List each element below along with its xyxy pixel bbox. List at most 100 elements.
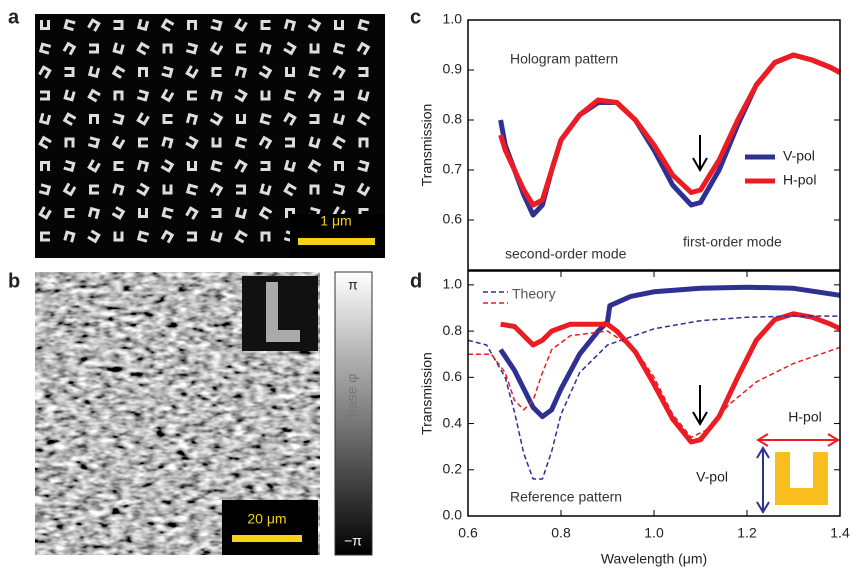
nano-antenna [234, 88, 248, 103]
x-tick-label: 1.0 [644, 525, 664, 541]
nano-antenna [285, 137, 295, 148]
nano-antenna [334, 161, 344, 171]
nano-antenna [234, 136, 248, 149]
scale-box [222, 500, 318, 555]
nano-antenna [111, 206, 126, 220]
nano-antenna [357, 159, 370, 173]
arrow [692, 385, 708, 426]
nano-antenna [161, 65, 174, 79]
nano-antenna [332, 112, 346, 126]
nano-antenna [62, 41, 77, 56]
nano-antenna [236, 114, 246, 124]
nano-antenna [209, 112, 224, 126]
nano-antenna [38, 206, 52, 220]
annotation: second-order mode [505, 246, 627, 262]
nano-antenna [283, 41, 297, 56]
nano-antenna [87, 229, 101, 244]
nano-antenna [89, 184, 99, 195]
nano-antenna [209, 41, 224, 56]
nano-antenna [136, 159, 150, 173]
nano-antenna [136, 18, 150, 32]
x-tick-label: 1.2 [737, 525, 757, 541]
nano-antenna [112, 183, 125, 196]
nano-antenna [258, 135, 273, 150]
nano-antenna [89, 43, 99, 54]
nano-antenna [258, 206, 273, 220]
nano-antenna [334, 90, 344, 101]
nano-antenna [236, 43, 246, 54]
nano-antenna [283, 159, 297, 173]
arrow [692, 135, 708, 172]
y-tick-label: 0.9 [443, 61, 463, 77]
nano-antenna [283, 182, 297, 197]
nano-antenna [160, 159, 175, 173]
nano-antenna [309, 184, 320, 195]
nano-antenna [112, 112, 125, 126]
nano-antenna [259, 42, 272, 55]
nano-antenna [40, 231, 50, 242]
nano-antenna [332, 135, 346, 150]
x-axis-label: Wavelength (μm) [601, 551, 707, 567]
nano-antenna [211, 137, 222, 148]
nano-antenna [283, 112, 297, 126]
nano-antenna [87, 206, 101, 220]
nano-antenna [356, 112, 371, 126]
series-line [468, 330, 841, 439]
nano-antenna [138, 208, 148, 218]
nano-antenna [309, 43, 320, 54]
panel-label: d [410, 270, 422, 292]
y-tick-label: 0.6 [443, 211, 463, 227]
nano-antenna [211, 67, 222, 77]
nano-antenna [185, 112, 199, 126]
nano-antenna [63, 230, 76, 243]
nano-antenna [160, 88, 175, 103]
x-tick-label: 0.8 [551, 525, 571, 541]
series-line [498, 284, 841, 420]
plot-frame [467, 19, 841, 271]
x-tick-label: 0.6 [458, 525, 478, 541]
nano-antenna [187, 161, 197, 171]
y-tick-label: 1.0 [443, 11, 463, 27]
nano-antenna [160, 229, 175, 244]
nano-antenna [89, 114, 99, 124]
nano-antenna [258, 65, 273, 79]
nano-antenna [210, 18, 223, 32]
colorbar-max: π [348, 277, 358, 293]
nano-antenna [136, 112, 150, 126]
nano-antenna [162, 114, 173, 124]
nano-antenna [283, 18, 297, 32]
panel-label: b [8, 270, 20, 292]
polarization-label: H-pol [788, 409, 821, 425]
y-tick-label: 0.7 [443, 161, 463, 177]
colorbar [334, 271, 373, 556]
nano-antenna [136, 41, 150, 56]
scale-bar [298, 238, 375, 245]
nano-antenna [64, 137, 75, 148]
nano-antenna [138, 137, 148, 148]
nano-antenna [162, 43, 173, 54]
series-line [498, 52, 842, 218]
nano-antenna [38, 183, 52, 196]
nano-antenna [62, 112, 77, 126]
nano-antenna [113, 90, 124, 101]
nano-antenna [210, 159, 223, 173]
nano-antenna [138, 67, 148, 77]
nano-antenna [113, 20, 124, 30]
nano-antenna [307, 159, 322, 173]
nano-antenna [234, 159, 248, 173]
nano-antenna [40, 90, 50, 101]
nano-antenna [358, 67, 369, 77]
nano-antenna [307, 88, 322, 103]
nano-antenna [187, 90, 197, 101]
annotation: Hologram pattern [510, 51, 618, 67]
nano-antenna [38, 135, 52, 150]
nano-antenna [234, 229, 248, 244]
nano-antenna [87, 136, 101, 149]
nano-antenna [234, 206, 248, 220]
legend-label: H-pol [783, 172, 816, 188]
nano-antenna [38, 65, 52, 79]
nano-antenna [260, 20, 271, 30]
y-tick-label: 0.0 [443, 507, 463, 523]
nano-antenna [185, 42, 199, 55]
